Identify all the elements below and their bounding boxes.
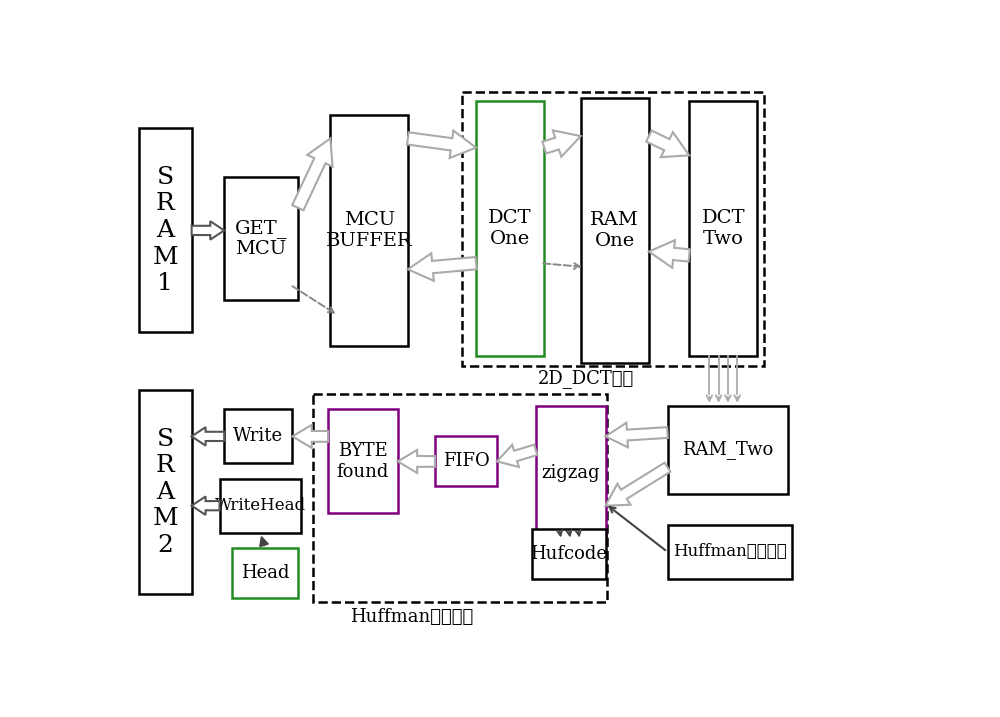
Polygon shape bbox=[649, 240, 690, 267]
Polygon shape bbox=[606, 462, 670, 505]
Text: S
R
A
M
2: S R A M 2 bbox=[152, 427, 178, 557]
Polygon shape bbox=[542, 130, 581, 157]
Text: Write: Write bbox=[233, 427, 283, 445]
Bar bbox=[139, 390, 192, 594]
Text: GET_
MCU: GET_ MCU bbox=[235, 219, 287, 258]
Polygon shape bbox=[192, 221, 224, 239]
Bar bbox=[313, 394, 607, 602]
Polygon shape bbox=[192, 427, 224, 446]
Text: MCU
BUFFER: MCU BUFFER bbox=[326, 212, 412, 250]
Text: RAM_Two: RAM_Two bbox=[682, 440, 773, 460]
Bar bbox=[328, 409, 398, 513]
Text: S
R
A
M
1: S R A M 1 bbox=[152, 166, 178, 295]
Bar bbox=[462, 92, 764, 366]
Text: RAM
One: RAM One bbox=[590, 211, 639, 250]
Text: Head: Head bbox=[241, 564, 289, 582]
Bar bbox=[668, 406, 788, 494]
Bar bbox=[224, 409, 292, 463]
Polygon shape bbox=[497, 445, 537, 467]
Polygon shape bbox=[292, 425, 328, 448]
Bar bbox=[532, 529, 606, 579]
Text: FIFO: FIFO bbox=[443, 452, 489, 470]
Polygon shape bbox=[192, 496, 220, 515]
Polygon shape bbox=[408, 253, 477, 281]
Polygon shape bbox=[398, 450, 435, 473]
Bar bbox=[689, 101, 757, 356]
Text: Hufcode: Hufcode bbox=[530, 545, 607, 563]
Text: zigzag: zigzag bbox=[541, 464, 600, 482]
Bar bbox=[232, 548, 298, 598]
Bar bbox=[581, 98, 649, 364]
Bar bbox=[220, 479, 301, 533]
Bar bbox=[536, 406, 606, 541]
Text: DCT
One: DCT One bbox=[488, 209, 532, 248]
Bar bbox=[139, 128, 192, 333]
Text: Huffman控制模块: Huffman控制模块 bbox=[673, 543, 786, 561]
Bar bbox=[330, 115, 408, 346]
Bar bbox=[224, 177, 298, 300]
Bar bbox=[435, 437, 497, 486]
Text: WriteHead: WriteHead bbox=[215, 497, 306, 514]
Text: DCT
Two: DCT Two bbox=[701, 209, 745, 248]
Text: BYTE
found: BYTE found bbox=[337, 442, 389, 481]
Polygon shape bbox=[606, 423, 668, 447]
Text: 2D_DCT模块: 2D_DCT模块 bbox=[538, 369, 634, 389]
Polygon shape bbox=[646, 130, 689, 157]
Polygon shape bbox=[292, 138, 333, 210]
Text: Huffman编码模块: Huffman编码模块 bbox=[350, 608, 473, 626]
Polygon shape bbox=[407, 130, 476, 158]
Bar bbox=[476, 101, 544, 356]
Bar bbox=[668, 525, 792, 579]
